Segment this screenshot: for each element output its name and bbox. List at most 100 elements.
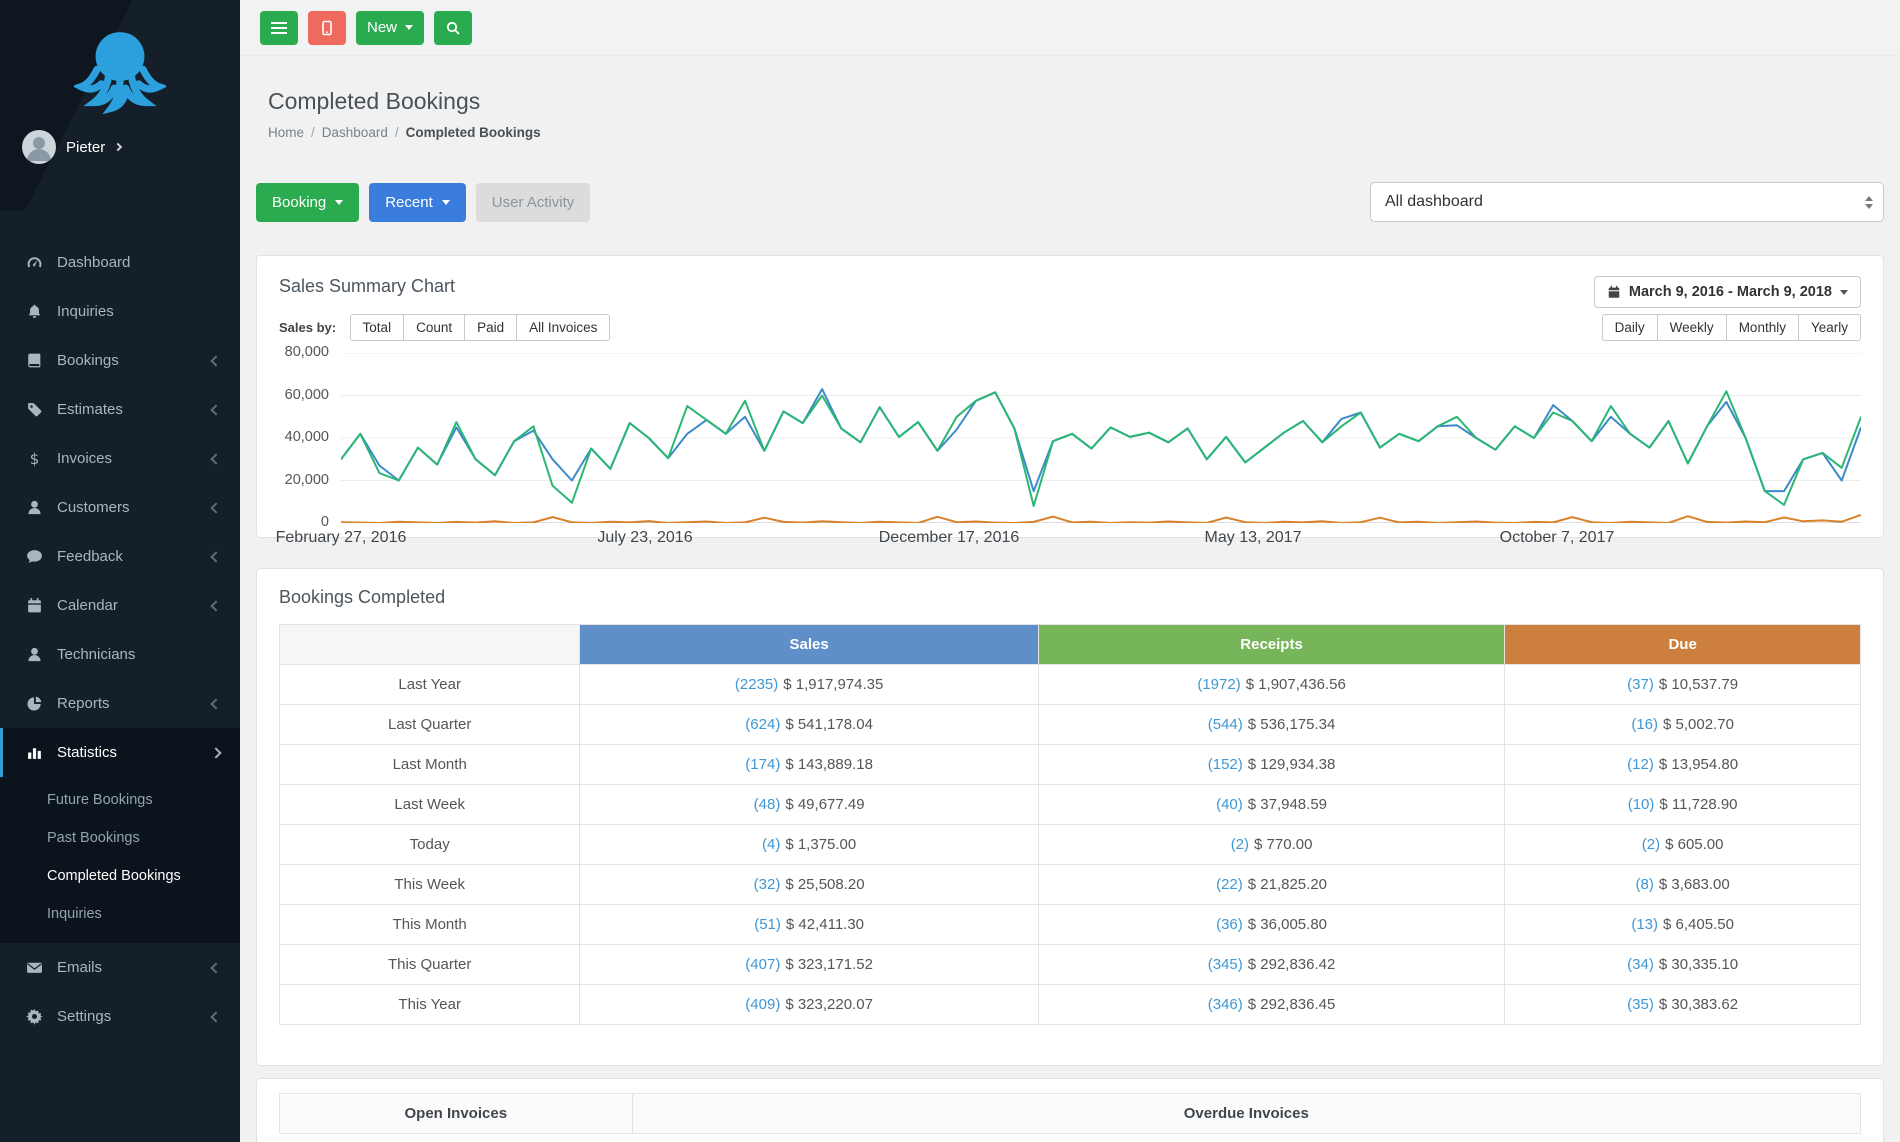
count-link[interactable]: (2) bbox=[1230, 836, 1250, 853]
count-link[interactable]: (12) bbox=[1627, 756, 1654, 773]
chart-x-axis: February 27, 2016 July 23, 2016 December 1… bbox=[276, 529, 1861, 551]
period-weekly-button[interactable]: Weekly bbox=[1656, 314, 1727, 341]
amount-text: $ 1,907,436.56 bbox=[1245, 676, 1346, 693]
count-link[interactable]: (624) bbox=[745, 716, 781, 733]
count-link[interactable]: (16) bbox=[1631, 716, 1659, 733]
count-link[interactable]: (1972) bbox=[1197, 676, 1241, 693]
dollar-icon: $ bbox=[24, 450, 44, 467]
count-link[interactable]: (48) bbox=[753, 796, 781, 813]
count-link[interactable]: (152) bbox=[1207, 756, 1243, 773]
date-range-button[interactable]: March 9, 2016 - March 9, 2018 bbox=[1593, 276, 1861, 308]
mobile-view-button[interactable] bbox=[308, 10, 346, 45]
salesby-total-button[interactable]: Total bbox=[349, 314, 405, 341]
recent-filter-button[interactable]: Recent bbox=[369, 182, 466, 222]
sidebar-item-technicians[interactable]: Technicians bbox=[0, 630, 240, 679]
search-button[interactable] bbox=[434, 10, 473, 45]
cell-receipts: (40) $ 37,948.59 bbox=[1037, 784, 1506, 825]
booking-filter-label: Booking bbox=[272, 193, 327, 211]
amount-text: $ 13,954.80 bbox=[1658, 756, 1739, 773]
count-link[interactable]: (37) bbox=[1627, 676, 1654, 693]
chart-line-orange bbox=[341, 515, 1861, 523]
caret-down-icon bbox=[113, 142, 123, 152]
sidebar-item-estimates[interactable]: Estimates bbox=[0, 385, 240, 434]
sidebar-subitem-completed-bookings[interactable]: Completed Bookings bbox=[47, 868, 181, 884]
count-link[interactable]: (4) bbox=[761, 836, 781, 853]
sidebar-item-inquiries[interactable]: Inquiries bbox=[0, 287, 240, 336]
cell-due: (37) $ 10,537.79 bbox=[1504, 664, 1861, 705]
sidebar-item-statistics[interactable]: Statistics bbox=[0, 728, 240, 777]
count-link[interactable]: (51) bbox=[754, 916, 781, 933]
user-menu[interactable]: Pieter bbox=[0, 114, 240, 164]
count-link[interactable]: (345) bbox=[1207, 956, 1243, 973]
breadcrumb-home[interactable]: Home bbox=[268, 125, 305, 140]
count-link[interactable]: (409) bbox=[745, 996, 781, 1013]
calendar-icon bbox=[24, 597, 44, 614]
octopus-logo[interactable] bbox=[0, 22, 240, 114]
octopus-logo-icon bbox=[74, 32, 166, 114]
count-link[interactable]: (10) bbox=[1627, 796, 1655, 813]
sidebar-item-calendar[interactable]: Calendar bbox=[0, 581, 240, 630]
calendar-icon bbox=[1608, 285, 1620, 298]
user-icon bbox=[24, 499, 44, 516]
count-link[interactable]: (34) bbox=[1627, 956, 1654, 973]
sidebar-subitem-future-bookings[interactable]: Future Bookings bbox=[47, 792, 153, 808]
count-link[interactable]: (40) bbox=[1216, 796, 1243, 813]
booking-filter-button[interactable]: Booking bbox=[256, 182, 360, 222]
sidebar-item-label: Bookings bbox=[57, 352, 119, 369]
new-button-label: New bbox=[367, 19, 398, 36]
user-activity-button[interactable]: User Activity bbox=[475, 182, 591, 222]
gauge-icon bbox=[24, 254, 44, 271]
breadcrumb-dashboard[interactable]: Dashboard bbox=[321, 125, 388, 140]
cell-sales: (409) $ 323,220.07 bbox=[579, 984, 1039, 1025]
invoices-panel: Open Invoices Overdue Invoices bbox=[256, 1078, 1884, 1142]
sidebar-item-label: Estimates bbox=[57, 401, 123, 418]
count-link[interactable]: (8) bbox=[1635, 876, 1654, 893]
count-link[interactable]: (2) bbox=[1641, 836, 1661, 853]
x-tick-label: May 13, 2017 bbox=[1204, 529, 1302, 546]
table-row: This Year (409) $ 323,220.07 (346) $ 292,836… bbox=[278, 984, 1861, 1025]
caret-down-icon bbox=[405, 25, 414, 30]
count-link[interactable]: (407) bbox=[745, 956, 781, 973]
salesby-count-button[interactable]: Count bbox=[403, 314, 466, 341]
period-monthly-button[interactable]: Monthly bbox=[1725, 314, 1799, 341]
sidebar-item-reports[interactable]: Reports bbox=[0, 679, 240, 728]
cell-due: (2) $ 605.00 bbox=[1504, 824, 1861, 865]
sidebar-item-customers[interactable]: Customers bbox=[0, 483, 240, 532]
sidebar-subitem-past-bookings[interactable]: Past Bookings bbox=[47, 830, 140, 846]
cell-sales: (51) $ 42,411.30 bbox=[579, 904, 1039, 945]
menu-toggle-button[interactable] bbox=[260, 10, 298, 45]
count-link[interactable]: (13) bbox=[1631, 916, 1659, 933]
sidebar-item-feedback[interactable]: Feedback bbox=[0, 532, 240, 581]
count-link[interactable]: (35) bbox=[1627, 996, 1654, 1013]
dashboard-select[interactable]: All dashboard bbox=[1370, 182, 1884, 222]
hamburger-icon bbox=[271, 26, 287, 29]
count-link[interactable]: (32) bbox=[753, 876, 781, 893]
salesby-paid-button[interactable]: Paid bbox=[464, 314, 518, 341]
x-tick-label: October 7, 2017 bbox=[1499, 529, 1615, 546]
count-link[interactable]: (544) bbox=[1207, 716, 1243, 733]
cell-due: (13) $ 6,405.50 bbox=[1504, 904, 1861, 945]
sidebar-item-dashboard[interactable]: Dashboard bbox=[0, 238, 240, 287]
amount-text: $ 129,934.38 bbox=[1247, 756, 1336, 773]
sidebar-subitem-inquiries[interactable]: Inquiries bbox=[47, 906, 102, 922]
cell-receipts: (36) $ 36,005.80 bbox=[1037, 904, 1506, 945]
cell-sales: (4) $ 1,375.00 bbox=[579, 824, 1039, 865]
sidebar-nav: Dashboard Inquiries Bookings Estimates $ Invo… bbox=[0, 210, 240, 1041]
table-row: This Quarter (407) $ 323,171.52 (345) $ 292,… bbox=[278, 944, 1861, 985]
period-daily-button[interactable]: Daily bbox=[1601, 314, 1658, 341]
comment-icon bbox=[24, 548, 44, 565]
count-link[interactable]: (174) bbox=[745, 756, 781, 773]
count-link[interactable]: (22) bbox=[1216, 876, 1243, 893]
sidebar-item-bookings[interactable]: Bookings bbox=[0, 336, 240, 385]
period-yearly-button[interactable]: Yearly bbox=[1797, 314, 1861, 341]
recent-filter-label: Recent bbox=[385, 193, 433, 211]
new-button[interactable]: New bbox=[356, 10, 425, 45]
count-link[interactable]: (346) bbox=[1207, 996, 1243, 1013]
sidebar-item-emails[interactable]: Emails bbox=[0, 943, 240, 992]
sidebar-item-settings[interactable]: Settings bbox=[0, 992, 240, 1041]
count-link[interactable]: (2235) bbox=[734, 676, 779, 693]
sidebar-item-invoices[interactable]: $ Invoices bbox=[0, 434, 240, 483]
count-link[interactable]: (36) bbox=[1216, 916, 1243, 933]
salesby-all-invoices-button[interactable]: All Invoices bbox=[516, 314, 611, 341]
